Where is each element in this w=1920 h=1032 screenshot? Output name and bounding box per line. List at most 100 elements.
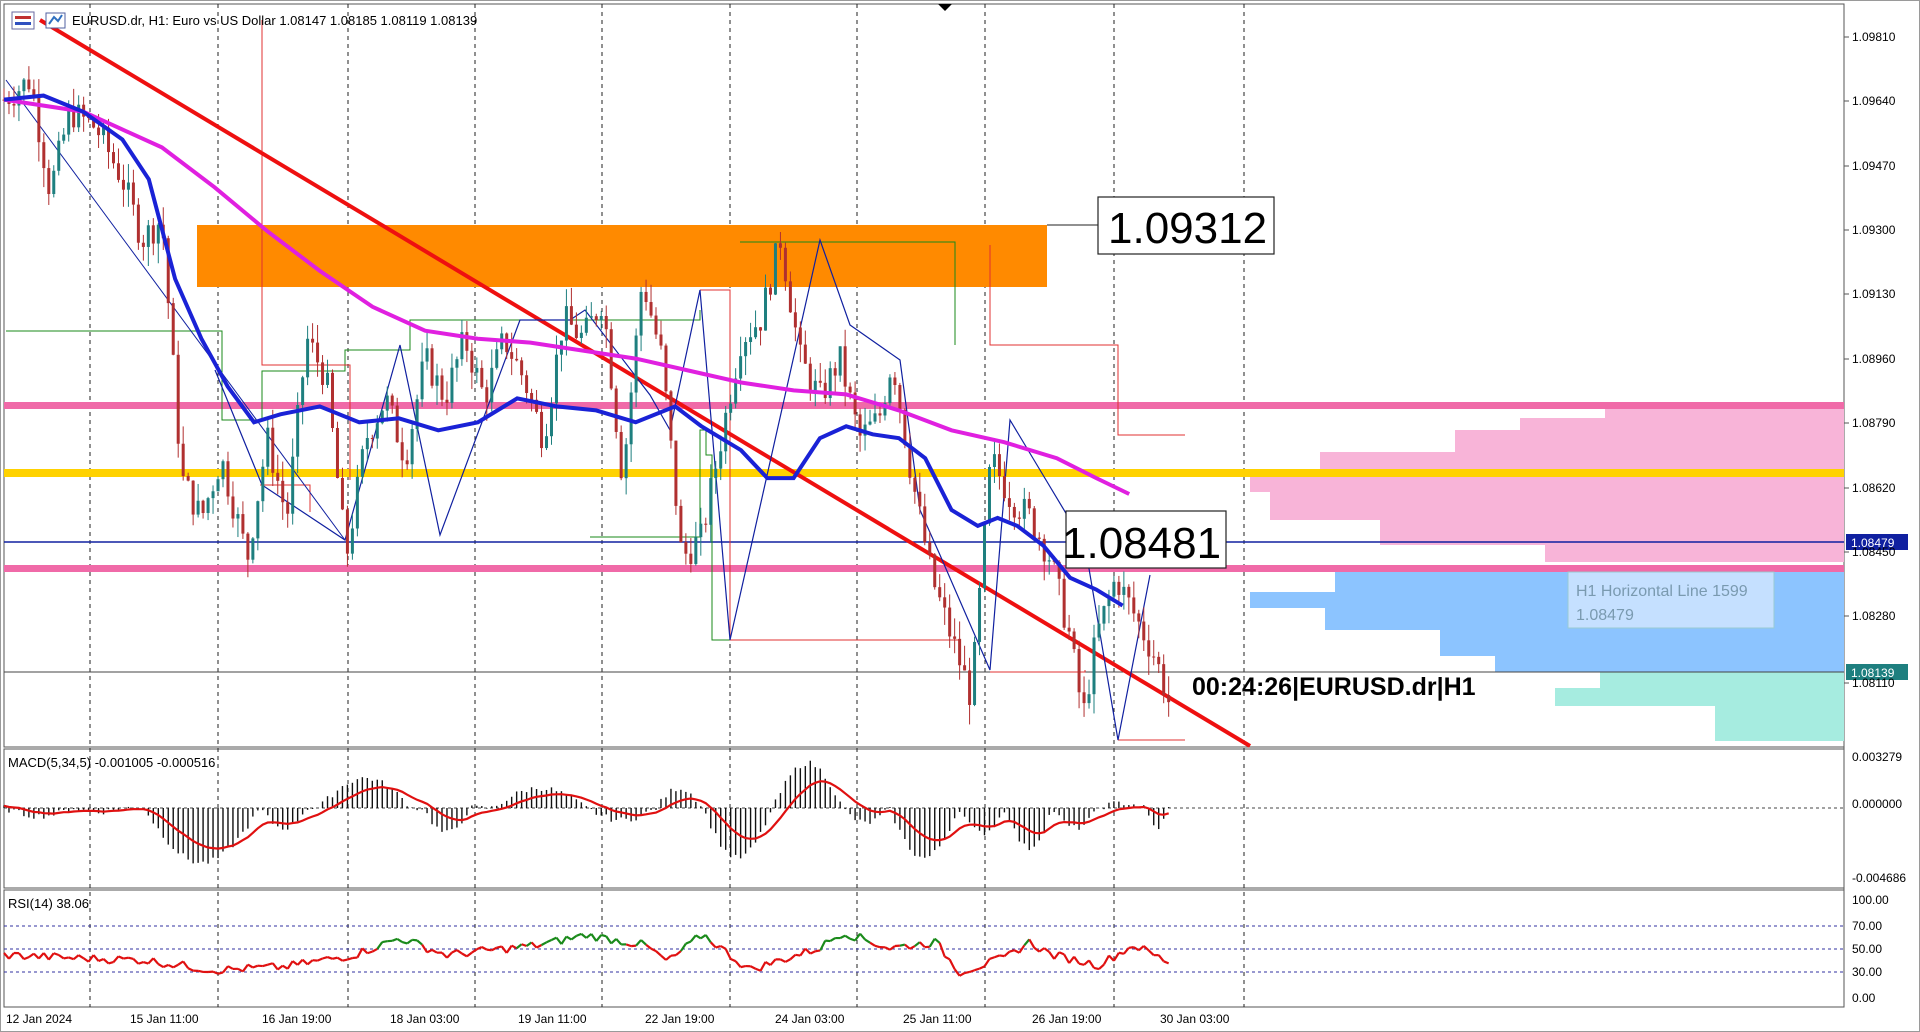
toolbar-icons[interactable] [11,11,66,30]
symbol-header: EURUSD.dr, H1: Euro vs US Dollar 1.08147… [72,13,477,28]
ema-fast-line [3,93,1124,608]
candle-body [415,399,419,430]
candle-body [888,377,892,404]
candle-body [42,142,46,169]
rsi-segment [421,943,428,953]
rsi-segment [734,960,742,968]
rsi-segment [799,948,807,957]
rsi-segment [610,938,617,945]
candle-body [744,342,748,357]
candle-body [594,316,598,321]
rsi-segment [83,957,90,963]
rsi-segment [1053,951,1061,960]
rsi-segment [849,937,856,942]
candle-body [57,140,61,171]
candle-body [355,476,359,529]
candle-body [1167,695,1171,703]
rsi-segment [1043,947,1050,953]
candle-body [400,442,404,461]
candle-body [1157,656,1161,665]
rsi-segment [406,938,413,945]
candle-body [714,468,718,479]
rsi-segment [536,944,543,949]
candle-body [619,431,623,479]
rsi-segment [401,941,408,945]
label-box-high[interactable] [1097,196,1275,255]
candle-body [126,182,130,190]
rsi-segment [979,965,985,970]
rsi-segment [382,940,388,944]
rsi-segment [565,935,572,941]
rsi-segment [1088,959,1095,969]
hline-tooltip [1567,571,1775,629]
candle-body [1107,596,1111,607]
rsi-segment [689,934,697,943]
rsi-segment [769,958,777,966]
price-tag-current-text: 1.08139 [1851,666,1895,680]
rsi-segment [296,958,304,966]
time-tick-label: 24 Jan 03:00 [775,1012,845,1026]
macd-signal-line [3,780,1170,850]
rsi-segment [635,939,642,947]
candle-body [833,368,837,376]
rsi-segment [481,946,488,951]
rsi-segment [874,944,881,949]
candle-body [72,107,76,128]
price-tag-blue [1846,534,1908,550]
candle-body [296,405,300,457]
rsi-segment [555,936,563,945]
candle-body [1142,621,1146,641]
rsi-segment [511,944,518,950]
rsi-segment [356,947,364,959]
candle-body [22,79,26,92]
rsi-segment [317,957,323,962]
rsi-segment [1033,946,1040,953]
candle-body [679,505,683,543]
rsi-segment [68,956,75,961]
candle-body [684,542,688,554]
candle-body [470,350,474,373]
rsi-segment [63,956,69,960]
countdown-label: 00:24:26|EURUSD.dr|H1 [1192,673,1476,701]
rsi-segment [391,937,398,942]
rsi-segment [486,948,492,952]
price-tick-label: 1.08110 [1852,676,1895,690]
rsi-segment [342,958,348,962]
rsi-segment [1028,938,1036,949]
rsi-segment [679,943,687,952]
rsi-segment [446,951,453,959]
rsi-segment [212,970,219,975]
candle-body [878,413,882,416]
rsi-segment [332,956,338,960]
shift-marker-icon[interactable] [938,4,952,11]
price-tag-blue-text: 1.08479 [1851,536,1895,550]
rsi-segment [252,964,259,969]
label-box-mid[interactable] [1065,510,1227,569]
rsi-segment [118,955,124,960]
price-tick-label: 1.08960 [1852,352,1896,366]
candle-body [410,429,414,465]
candle-body [614,388,618,432]
candle-body [241,514,245,534]
candle-body [973,641,977,705]
rsi-segment [631,944,637,948]
candle-body [629,392,633,445]
candle-body [1087,694,1091,704]
volume-profile [1250,408,1844,741]
rsi-segment [580,933,588,939]
candle-body [898,385,902,410]
rsi-segment [854,933,861,942]
candle-body [116,163,120,180]
candle-body [52,170,56,195]
candle-body [136,204,140,243]
candle-body [1092,637,1096,695]
candle-body [27,79,31,90]
rsi-segment [92,954,100,962]
candle-body [778,243,782,248]
macd-label: MACD(5,34,5) -0.001005 -0.000516 [8,755,215,770]
rsi-segment [431,948,438,954]
rsi-segment [376,941,384,950]
downtrend-line[interactable] [38,18,1252,748]
candle-body [1137,613,1141,622]
